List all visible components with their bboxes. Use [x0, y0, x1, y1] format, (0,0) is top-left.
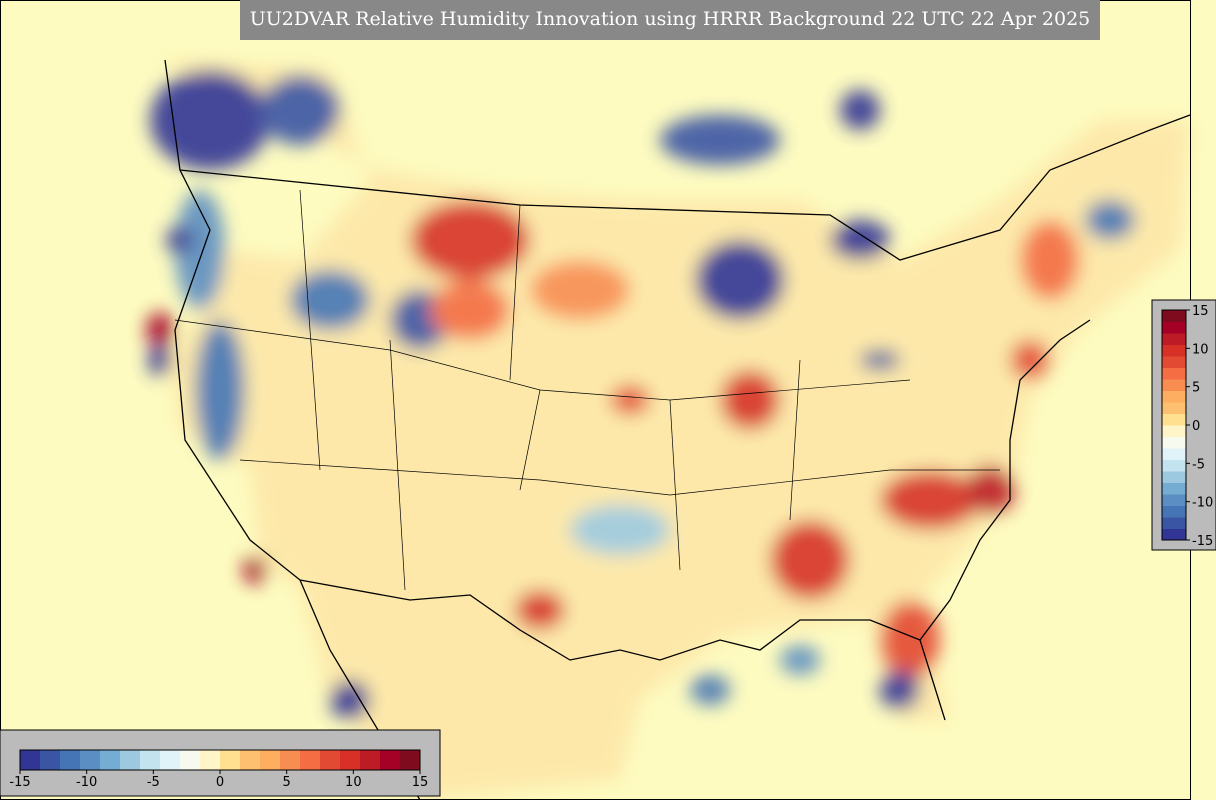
- tick-label: 0: [1192, 419, 1200, 434]
- colorbar-swatch: [1162, 356, 1186, 368]
- tick-label: 5: [1192, 381, 1200, 396]
- tick-label: -5: [147, 775, 160, 790]
- tick-label: 0: [216, 775, 224, 790]
- colorbar-swatch: [1162, 494, 1186, 506]
- state-lines: [174, 189, 1000, 591]
- tick-label: -15: [1192, 534, 1213, 549]
- tick-label: -10: [76, 775, 97, 790]
- colorbar-swatch: [160, 750, 181, 770]
- colorbar-swatch: [1162, 482, 1186, 495]
- tick-label: -5: [1192, 457, 1205, 472]
- tick-label: 10: [345, 775, 362, 790]
- colorbar-swatch: [200, 750, 221, 770]
- colorbar-swatch: [100, 750, 121, 770]
- tick-label: 10: [1192, 342, 1209, 357]
- colorbar-swatch: [340, 750, 361, 770]
- tick-label: 15: [412, 775, 429, 790]
- colorbar-swatch: [1162, 459, 1186, 472]
- colorbar-swatch: [1162, 367, 1186, 380]
- tick-label: -15: [9, 775, 30, 790]
- colorbar-swatch: [180, 750, 201, 770]
- colorbar-swatch: [1162, 402, 1186, 414]
- colorbar-swatch: [300, 750, 321, 770]
- colorbar-swatch: [1162, 436, 1186, 449]
- title-box: [240, 0, 1100, 40]
- colorbar-swatch: [120, 750, 141, 770]
- colorbar-swatch: [400, 750, 421, 770]
- colorbar-swatch: [260, 750, 281, 770]
- colorbar-swatch: [280, 750, 301, 770]
- colorbar-swatch: [1162, 321, 1186, 334]
- colorbar-swatch: [20, 750, 41, 770]
- colorbar-swatch: [80, 750, 101, 770]
- colorbar-vertical: -15 -10 -5 0 5 10 15: [1161, 304, 1213, 549]
- colorbar-swatch: [240, 750, 261, 770]
- colorbar-swatch: [320, 750, 341, 770]
- boundaries: [164, 59, 1191, 800]
- colorbar-swatch: [1162, 448, 1186, 460]
- innovation-field: [146, 60, 1190, 800]
- colorbar-swatch: [40, 750, 61, 770]
- colorbar-swatch: [360, 750, 381, 770]
- colorbar-swatch: [1162, 517, 1186, 529]
- colorbar-swatch: [1162, 333, 1186, 345]
- colorbar-swatch: [1162, 413, 1186, 426]
- colorbar-swatch: [1162, 310, 1186, 322]
- tick-label: 15: [1192, 304, 1209, 319]
- colorbar-swatch: [1162, 390, 1186, 403]
- colorbar-swatch: [1162, 425, 1186, 437]
- colorbar-swatch: [1162, 379, 1186, 391]
- tick-label: -10: [1192, 496, 1213, 511]
- colorbar-swatch: [140, 750, 161, 770]
- colorbar-horizontal: -15 -10 -5 0 5 10 15: [9, 749, 429, 790]
- colorbar-swatch: [1162, 528, 1186, 541]
- colorbar-swatch: [220, 750, 241, 770]
- colorbar-swatch: [60, 750, 81, 770]
- tick-label: 5: [283, 775, 291, 790]
- title: UU2DVAR Relative Humidity Innovation usi…: [250, 8, 1091, 30]
- colorbar-swatch: [1162, 505, 1186, 518]
- colorbar-swatch: [1162, 471, 1186, 483]
- colorbar-swatch: [1162, 344, 1186, 357]
- colorbar-swatch: [380, 750, 401, 770]
